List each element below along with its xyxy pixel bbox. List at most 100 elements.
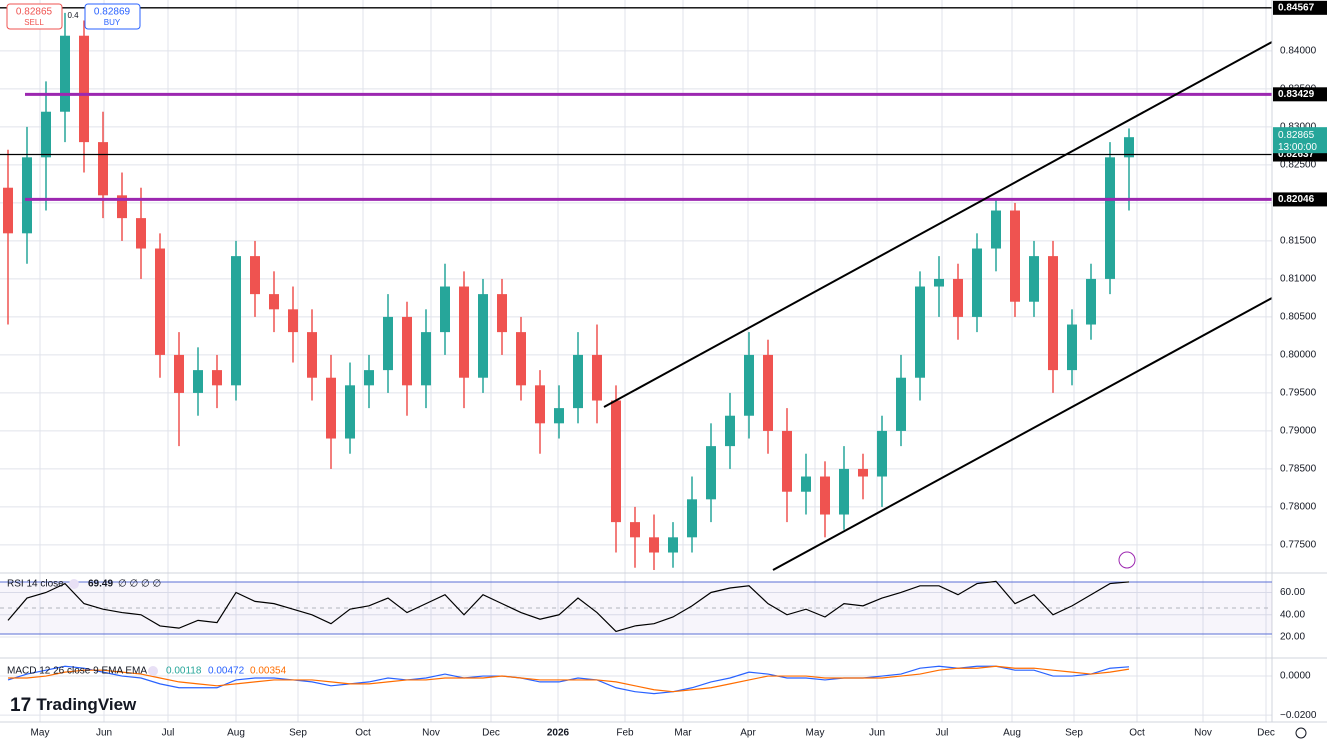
x-tick-label: Jun [869, 728, 885, 739]
settings-button[interactable] [1295, 727, 1307, 739]
x-tick-label: Sep [1065, 728, 1083, 739]
candle-body [1010, 210, 1020, 302]
channel-lower [772, 297, 1273, 571]
x-tick-label: Jun [96, 728, 112, 739]
x-tick-label: Apr [740, 728, 756, 739]
y-tick-label: 0.78500 [1280, 464, 1317, 475]
candle-body [440, 286, 450, 333]
candle-body [3, 187, 13, 234]
candle-body [554, 408, 564, 424]
x-tick-label: May [31, 728, 50, 739]
x-tick-label: Mar [674, 728, 692, 739]
candle-body [155, 248, 165, 355]
candle-body [326, 377, 336, 439]
candle-body [174, 354, 184, 393]
candle-body [630, 522, 640, 538]
candle-body [991, 210, 1001, 249]
candle-body [877, 430, 887, 477]
candle-body [307, 332, 317, 378]
y-tick-label: 0.80000 [1280, 350, 1317, 361]
buy-price: 0.82869 [94, 7, 131, 18]
candle-body [1067, 324, 1077, 371]
level-tag [1273, 192, 1327, 207]
candle-body [288, 309, 298, 333]
candle-body [668, 537, 678, 553]
candle-body [231, 256, 241, 386]
channel-upper [603, 41, 1273, 408]
candle-body [212, 370, 222, 386]
candle-body [364, 370, 374, 386]
candle-body [136, 218, 146, 249]
candle-body [1048, 256, 1058, 371]
candle-body [972, 248, 982, 317]
x-tick-label: Nov [422, 728, 440, 739]
candle-body [421, 332, 431, 386]
candle-body [801, 476, 811, 492]
candle-body [478, 294, 488, 378]
x-tick-label: Aug [227, 728, 245, 739]
candle-body [611, 400, 621, 523]
sell-price: 0.82865 [16, 7, 53, 18]
y-tick-label: 0.84000 [1280, 46, 1317, 57]
candle-body [706, 446, 716, 500]
settings-icon[interactable] [69, 579, 79, 589]
candle-body [820, 476, 830, 515]
buy-label: BUY [104, 18, 121, 27]
level-label: 0.82637 [1278, 149, 1315, 160]
y-tick-label: 0.83000 [1280, 122, 1317, 133]
candle-body [269, 294, 279, 310]
settings-icon[interactable] [148, 666, 158, 676]
y-tick-label: 0.81000 [1280, 274, 1317, 285]
y-tick-label: 0.79500 [1280, 388, 1317, 399]
y-tick-label: 0.82500 [1280, 160, 1317, 171]
candle-body [782, 430, 792, 492]
macd-histogram: 0.00118 [166, 666, 202, 677]
candle-body [573, 354, 583, 409]
candle-body [1105, 157, 1115, 279]
candle-body [1029, 256, 1039, 302]
candle-body [22, 157, 32, 234]
candle-body [953, 278, 963, 317]
candle-body [497, 294, 507, 333]
candle-body [839, 468, 849, 515]
sell-button[interactable] [6, 3, 63, 30]
candle-body [383, 316, 393, 371]
candle-body [459, 286, 469, 378]
y-tick-label: 0.81500 [1280, 236, 1317, 247]
y-tick-label: 0.78000 [1280, 502, 1317, 513]
candle-body [649, 537, 659, 553]
candle-body [516, 332, 526, 386]
x-tick-label: Jul [162, 728, 175, 739]
spread: 0.4 [67, 11, 79, 20]
level-tag [1273, 87, 1327, 102]
level-label: 0.82046 [1278, 194, 1315, 205]
x-tick-label: Aug [1003, 728, 1021, 739]
candle-body [687, 499, 697, 538]
level-tag [1273, 0, 1327, 15]
macd-name: MACD 12 26 close 9 EMA EMA [7, 666, 147, 677]
level-label: 0.83429 [1278, 89, 1315, 100]
x-tick-label: Oct [1129, 728, 1145, 739]
x-tick-label: Oct [355, 728, 371, 739]
price-tag-value: 0.82865 [1278, 130, 1315, 141]
price-tag [1273, 127, 1327, 154]
x-tick-label: May [806, 728, 825, 739]
candle-body [915, 286, 925, 378]
candle-body [763, 354, 773, 431]
alert-icon[interactable] [1118, 551, 1136, 569]
candle-body [79, 35, 89, 143]
buy-button[interactable] [84, 3, 141, 30]
price-tag-countdown: 13:00:00 [1278, 142, 1317, 153]
x-tick-label: 2026 [547, 728, 570, 739]
x-tick-label: Dec [482, 728, 500, 739]
y-tick-label: 0.0000 [1280, 671, 1311, 682]
indicator-line [7, 580, 1130, 633]
candle-body [1086, 278, 1096, 325]
candle-body [60, 35, 70, 112]
y-tick-label: 0.79000 [1280, 426, 1317, 437]
candle-body [1124, 137, 1134, 158]
y-tick-label: 0.80500 [1280, 312, 1317, 323]
candle-body [744, 354, 754, 416]
level-label: 0.84567 [1278, 2, 1315, 13]
indicator-line [8, 665, 1130, 693]
